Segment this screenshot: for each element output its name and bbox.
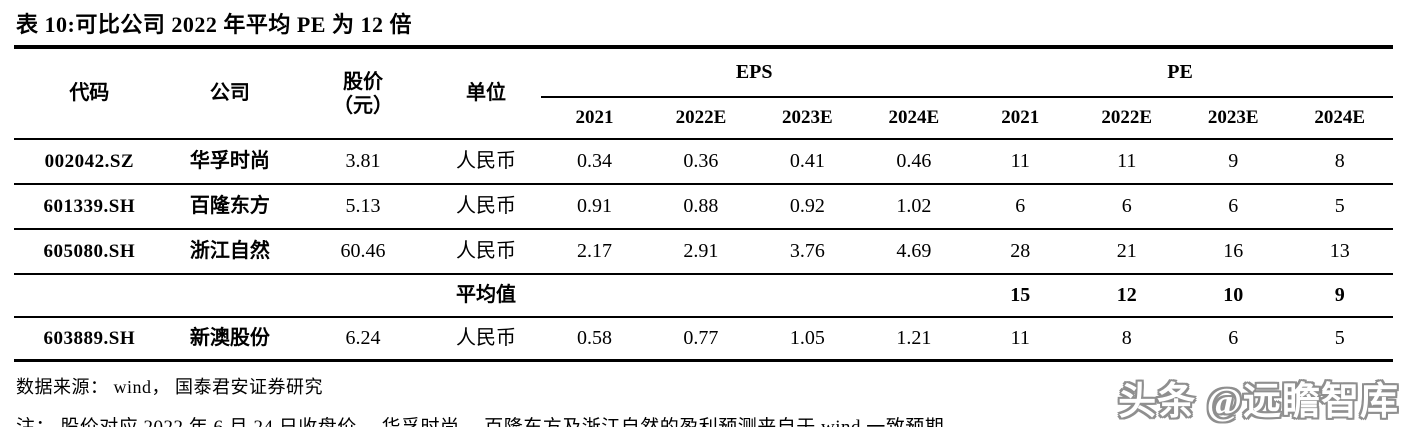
- cell-pe-2023e: 6: [1179, 184, 1287, 230]
- table-row-bailong: 601339.SH 百隆东方 5.13 人民币 0.91 0.88 0.92 1…: [14, 184, 1393, 230]
- cell-code: 603889.SH: [14, 317, 165, 362]
- data-source-line: 数据来源： wind， 国泰君安证券研究: [16, 377, 323, 397]
- pe-year-2024e: 2024E: [1286, 97, 1393, 140]
- pe-year-2023e: 2023E: [1179, 97, 1287, 140]
- col-header-unit: 单位: [430, 49, 542, 140]
- group-header-pe: PE: [967, 49, 1393, 98]
- cell-pe-2024e: 5: [1286, 317, 1393, 362]
- cell-average-label: 平均值: [430, 274, 542, 318]
- cell-pe-2022e: 21: [1073, 229, 1180, 275]
- eps-year-2021: 2021: [541, 97, 648, 140]
- cell-company: 新澳股份: [164, 317, 296, 362]
- cell-empty: [295, 274, 431, 318]
- cell-pe-2023e: 9: [1179, 139, 1287, 185]
- cell-empty: [754, 274, 861, 318]
- col-header-price-line1: 股价: [342, 70, 383, 93]
- cell-price: 60.46: [295, 229, 431, 275]
- table-row-xinao: 603889.SH 新澳股份 6.24 人民币 0.58 0.77 1.05 1…: [14, 317, 1393, 362]
- cell-eps-2021: 0.58: [541, 317, 648, 362]
- table-header: 代码 公司 股价 （元） 单位 EPS PE 2021 2022E 2023E …: [14, 49, 1393, 140]
- cell-empty: [647, 274, 755, 318]
- cell-eps-2021: 0.34: [541, 139, 648, 185]
- cell-pe-2022e: 6: [1073, 184, 1180, 230]
- cell-eps-2023e: 3.76: [754, 229, 861, 275]
- comparable-companies-table: 代码 公司 股价 （元） 单位 EPS PE 2021 2022E 2023E …: [14, 49, 1393, 362]
- cell-pe-2022e: 8: [1073, 317, 1180, 362]
- cell-eps-2022e: 0.36: [647, 139, 755, 185]
- eps-year-2023e: 2023E: [754, 97, 861, 140]
- cell-eps-2024e: 1.21: [860, 317, 968, 362]
- cell-empty: [541, 274, 648, 318]
- cell-pe-2024e: 5: [1286, 184, 1393, 230]
- cell-pe-2021: 11: [967, 139, 1074, 185]
- table-row-zhejiang: 605080.SH 浙江自然 60.46 人民币 2.17 2.91 3.76 …: [14, 229, 1393, 275]
- cell-avg-pe-2022e: 12: [1073, 274, 1180, 318]
- pe-year-2022e: 2022E: [1073, 97, 1180, 140]
- cell-company: 百隆东方: [164, 184, 296, 230]
- cell-unit: 人民币: [430, 229, 542, 275]
- col-header-code: 代码: [14, 49, 165, 140]
- cell-empty: [14, 274, 165, 318]
- cell-eps-2021: 0.91: [541, 184, 648, 230]
- cell-code: 605080.SH: [14, 229, 165, 275]
- cell-unit: 人民币: [430, 139, 542, 185]
- cell-eps-2024e: 1.02: [860, 184, 968, 230]
- cell-eps-2023e: 1.05: [754, 317, 861, 362]
- footnote-line: 注： 股价对应 2022 年 6 月 24 日收盘价， 华孚时尚、 百隆东方及浙…: [16, 412, 1146, 427]
- average-row: 平均值 15 12 10 9: [14, 274, 1393, 318]
- eps-year-2024e: 2024E: [860, 97, 968, 140]
- cell-code: 002042.SZ: [14, 139, 165, 185]
- cell-eps-2024e: 4.69: [860, 229, 968, 275]
- cell-code: 601339.SH: [14, 184, 165, 230]
- cell-pe-2024e: 13: [1286, 229, 1393, 275]
- cell-eps-2022e: 2.91: [647, 229, 755, 275]
- cell-avg-pe-2021: 15: [967, 274, 1074, 318]
- col-header-price: 股价 （元）: [295, 49, 431, 140]
- cell-pe-2021: 6: [967, 184, 1074, 230]
- cell-eps-2022e: 0.77: [647, 317, 755, 362]
- cell-pe-2022e: 11: [1073, 139, 1180, 185]
- table-body: 002042.SZ 华孚时尚 3.81 人民币 0.34 0.36 0.41 0…: [14, 139, 1393, 362]
- cell-eps-2022e: 0.88: [647, 184, 755, 230]
- header-year-row: 2021 2022E 2023E 2024E 2021 2022E 2023E …: [14, 97, 1393, 140]
- cell-pe-2021: 28: [967, 229, 1074, 275]
- cell-pe-2024e: 8: [1286, 139, 1393, 185]
- cell-company: 华孚时尚: [164, 139, 296, 185]
- cell-avg-pe-2023e: 10: [1179, 274, 1287, 318]
- pe-year-2021: 2021: [967, 97, 1074, 140]
- cell-price: 5.13: [295, 184, 431, 230]
- header-group-row: 代码 公司 股价 （元） 单位 EPS PE: [14, 49, 1393, 140]
- cell-price: 6.24: [295, 317, 431, 362]
- watermark-toutiao-yuanzhan: 头条 @远瞻智库: [1118, 381, 1399, 423]
- table-title: 表 10:可比公司 2022 年平均 PE 为 12 倍: [14, 0, 1393, 49]
- cell-eps-2024e: 0.46: [860, 139, 968, 185]
- cell-eps-2023e: 0.41: [754, 139, 861, 185]
- cell-company: 浙江自然: [164, 229, 296, 275]
- table-row-huafu: 002042.SZ 华孚时尚 3.81 人民币 0.34 0.36 0.41 0…: [14, 139, 1393, 185]
- cell-pe-2023e: 6: [1179, 317, 1287, 362]
- cell-pe-2023e: 16: [1179, 229, 1287, 275]
- col-header-price-line2: （元）: [332, 94, 393, 117]
- col-header-company: 公司: [164, 49, 296, 140]
- cell-unit: 人民币: [430, 184, 542, 230]
- cell-avg-pe-2024e: 9: [1286, 274, 1393, 318]
- cell-empty: [860, 274, 968, 318]
- cell-price: 3.81: [295, 139, 431, 185]
- cell-empty: [164, 274, 296, 318]
- cell-unit: 人民币: [430, 317, 542, 362]
- cell-pe-2021: 11: [967, 317, 1074, 362]
- eps-year-2022e: 2022E: [647, 97, 755, 140]
- cell-eps-2021: 2.17: [541, 229, 648, 275]
- cell-eps-2023e: 0.92: [754, 184, 861, 230]
- group-header-eps: EPS: [541, 49, 968, 98]
